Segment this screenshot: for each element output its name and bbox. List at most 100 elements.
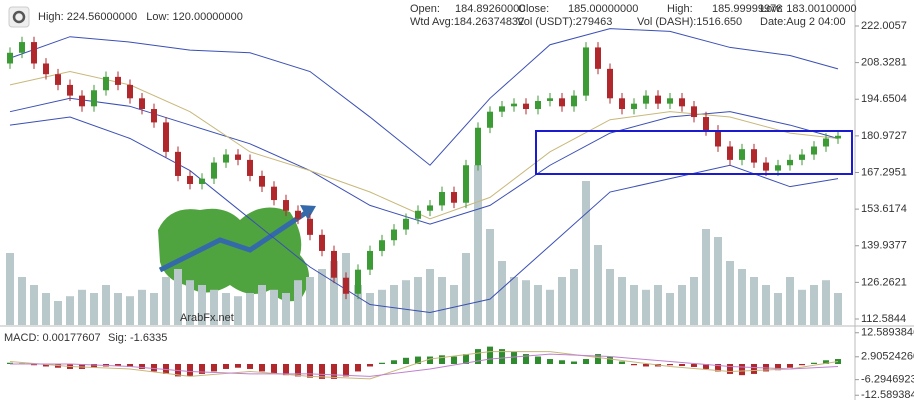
candle-body xyxy=(811,146,817,155)
info-text: Low: 183.00100000 xyxy=(760,3,857,15)
macd-bar xyxy=(727,364,733,374)
candle-body xyxy=(571,95,577,107)
macd-bar xyxy=(511,351,517,364)
macd-bar xyxy=(463,354,469,364)
macd-bar xyxy=(91,364,97,368)
macd-bar xyxy=(307,364,313,378)
macd-bar xyxy=(235,364,241,368)
volume-bar xyxy=(522,280,530,325)
candle-body xyxy=(403,218,409,230)
volume-bar xyxy=(30,285,38,325)
candle-body xyxy=(175,151,181,176)
candle-body xyxy=(511,103,517,107)
volume-bar xyxy=(690,277,698,325)
volume-bar xyxy=(270,289,278,325)
macd-bar xyxy=(811,362,817,364)
candle-body xyxy=(763,162,769,171)
volume-bar xyxy=(654,285,662,325)
macd-line xyxy=(9,351,839,380)
macd-bar xyxy=(391,360,397,364)
volume-bar xyxy=(138,289,146,325)
candle-body xyxy=(643,95,649,104)
candle-body xyxy=(7,52,13,64)
candle-body xyxy=(379,240,385,251)
range-header: High: 224.56000000 Low: 120.00000000 xyxy=(38,11,243,23)
volume-bar xyxy=(618,277,626,325)
y-tick-label: 194.6504 xyxy=(861,93,907,105)
volume-bar xyxy=(330,261,338,325)
y-tick-label: 139.9377 xyxy=(861,240,907,252)
candle-body xyxy=(235,154,241,160)
volume-bar xyxy=(498,261,506,325)
volume-bar xyxy=(426,269,434,325)
y-tick-label: 208.3281 xyxy=(861,57,907,69)
macd-bar xyxy=(139,364,145,369)
macd-bar xyxy=(559,360,565,364)
macd-bar xyxy=(31,364,37,366)
candle-body xyxy=(283,200,289,211)
candle-body xyxy=(43,63,49,75)
candle-body xyxy=(547,98,553,101)
macd-bar xyxy=(271,364,277,374)
candle-body xyxy=(391,229,397,241)
macd-bar xyxy=(739,364,745,376)
volume-bar xyxy=(570,269,578,325)
y-tick-label: 126.2621 xyxy=(861,276,907,288)
macd-bar xyxy=(823,360,829,364)
volume-bar xyxy=(390,285,398,325)
candle-body xyxy=(427,205,433,211)
macd-bar xyxy=(439,355,445,364)
candle-body xyxy=(619,98,625,110)
volume-bar xyxy=(90,293,98,325)
signal-label: Sig: -1.6335 xyxy=(108,332,167,344)
candle-body xyxy=(691,106,697,118)
highlight-box xyxy=(535,130,853,175)
info-text: 185.00000000 xyxy=(568,3,638,15)
macd-bar xyxy=(475,349,481,364)
volume-bar xyxy=(666,293,674,325)
macd-line xyxy=(10,353,839,377)
volume-bar xyxy=(174,269,182,325)
macd-bar xyxy=(151,364,157,372)
info-text: Wtd Avg:184.26374832 xyxy=(410,16,524,28)
y-tick-label: 153.6174 xyxy=(861,203,907,215)
candle-body xyxy=(751,149,757,163)
candle-body xyxy=(799,154,805,160)
volume-bar xyxy=(42,293,50,325)
volume-bar xyxy=(114,293,122,325)
indicator-line xyxy=(9,116,839,314)
macd-bar xyxy=(787,364,793,368)
info-text: Vol (USDT):279463 xyxy=(517,16,612,28)
candle-body xyxy=(295,210,301,219)
volume-bar xyxy=(786,277,794,325)
volume-bar xyxy=(798,289,806,325)
macd-bar xyxy=(547,359,553,364)
macd-bar xyxy=(7,362,13,364)
volume-bar xyxy=(726,261,734,325)
macd-bar xyxy=(115,364,121,366)
macd-bar xyxy=(595,354,601,364)
volume-bar xyxy=(198,285,206,325)
macd-bar xyxy=(631,364,637,366)
y-tick-label: -6.29469231 xyxy=(861,374,914,386)
info-text: Vol (DASH):1516.650 xyxy=(637,16,742,28)
macd-bar xyxy=(247,364,253,369)
volume-bar xyxy=(102,285,110,325)
macd-label: MACD: 0.00177607 xyxy=(4,332,101,344)
macd-bar xyxy=(223,364,229,369)
volume-bar xyxy=(510,277,518,325)
candle-body xyxy=(19,42,25,53)
volume-bar xyxy=(222,293,230,325)
candle-body xyxy=(655,95,661,104)
volume-bar xyxy=(702,229,710,325)
candle-body xyxy=(463,165,469,203)
volume-bar xyxy=(606,269,614,325)
candle-body xyxy=(331,250,337,278)
candle-body xyxy=(55,74,61,85)
volume-bar xyxy=(318,269,326,325)
settings-icon[interactable] xyxy=(8,6,30,28)
candle-body xyxy=(67,84,73,96)
candle-body xyxy=(259,175,265,187)
macd-bar xyxy=(343,364,349,377)
volume-bar xyxy=(210,289,218,325)
